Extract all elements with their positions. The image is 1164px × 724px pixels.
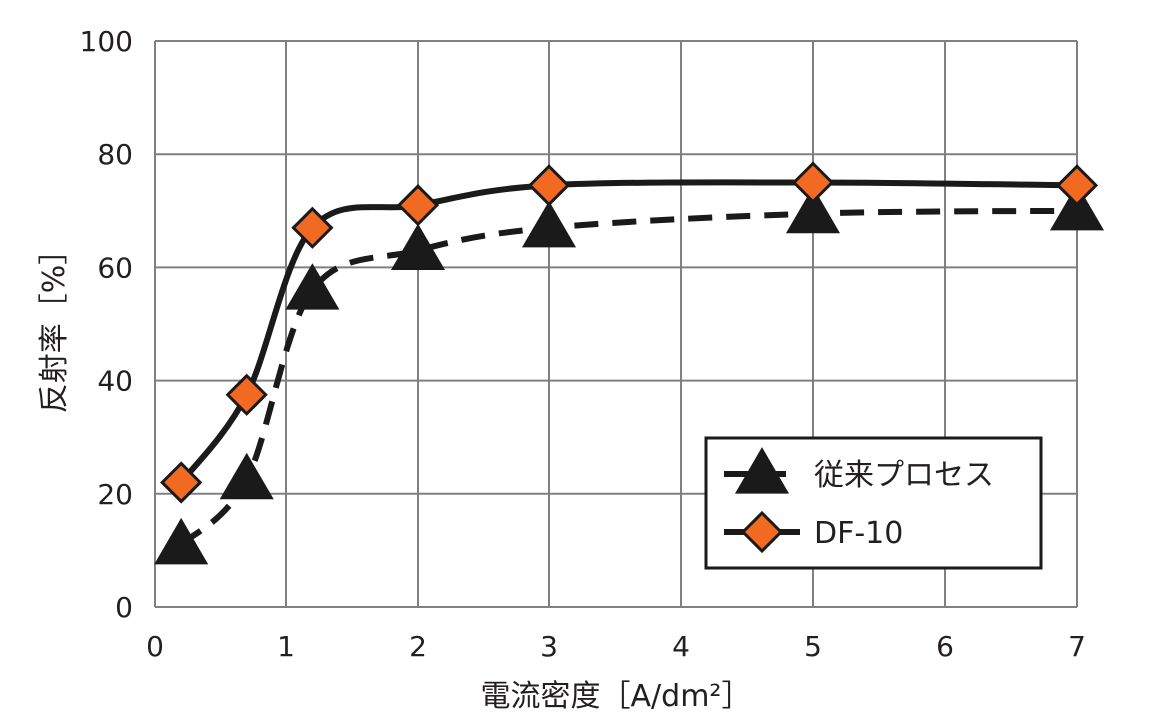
data-point-triangle — [1049, 183, 1105, 231]
data-point-triangle — [390, 223, 446, 271]
x-tick-label: 7 — [1068, 630, 1086, 663]
x-tick-label: 1 — [277, 630, 295, 663]
series-markers — [154, 161, 1105, 565]
data-point-triangle — [521, 200, 577, 248]
x-axis-label: 電流密度［A/dm²］ — [481, 679, 752, 714]
data-point-triangle — [285, 263, 340, 310]
x-tick-label: 6 — [936, 630, 954, 663]
series-line — [179, 207, 1078, 547]
data-point-triangle — [785, 186, 841, 234]
y-tick-label: 0 — [115, 591, 133, 624]
y-axis-label: 反射率［%］ — [37, 235, 72, 414]
y-tick-label: 100 — [80, 25, 133, 58]
data-point-diamond — [791, 161, 835, 204]
x-tick-label: 0 — [146, 630, 164, 663]
data-point-triangle — [219, 452, 274, 500]
data-point-diamond — [225, 373, 268, 416]
x-tick-label: 2 — [409, 630, 427, 663]
y-tick-label: 80 — [97, 138, 133, 171]
x-tick-label: 4 — [672, 630, 690, 663]
data-point-diamond — [396, 184, 440, 227]
x-tick-label: 3 — [540, 630, 558, 663]
legend: 従来プロセス DF-10 — [704, 436, 1043, 570]
series-line — [178, 179, 1078, 485]
data-point-diamond — [291, 206, 334, 249]
x-tick-label: 5 — [804, 630, 822, 663]
y-tick-label: 40 — [97, 365, 133, 398]
legend-marker-diamond — [740, 510, 784, 554]
legend-marker-triangle — [734, 447, 790, 494]
y-tick-labels: 0 20 40 60 80 100 — [80, 25, 133, 624]
y-tick-label: 60 — [97, 251, 133, 284]
legend-label: 従来プロセス — [814, 458, 994, 493]
x-tick-labels: 0 1 2 3 4 5 6 7 — [146, 630, 1086, 663]
data-point-diamond — [1055, 164, 1099, 207]
data-point-diamond — [527, 164, 571, 207]
series-lines — [178, 179, 1078, 547]
y-tick-label: 20 — [97, 478, 133, 511]
data-point-diamond — [160, 461, 203, 504]
data-point-triangle — [154, 517, 209, 565]
legend-label: DF-10 — [814, 516, 903, 551]
